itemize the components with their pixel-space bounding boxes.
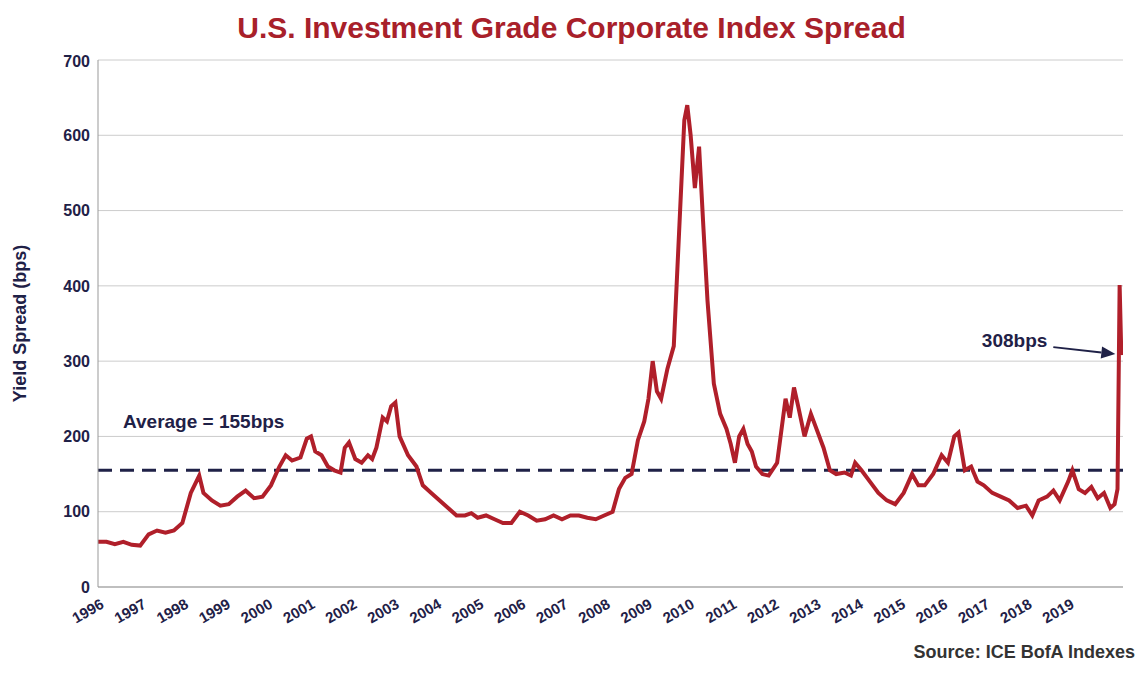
svg-text:100: 100 [63,503,90,520]
svg-text:2010: 2010 [660,595,697,626]
svg-text:2011: 2011 [703,595,740,626]
svg-text:600: 600 [63,127,90,144]
svg-text:2005: 2005 [449,595,486,626]
html-text:Source: ICE BofA Indexes: Source: ICE BofA Indexes [913,642,1135,662]
svg-text:2015: 2015 [871,595,908,626]
svg-text:700: 700 [63,53,90,70]
svg-text:2004: 2004 [407,595,445,627]
svg-text:1996: 1996 [69,595,106,626]
svg-text:500: 500 [63,202,90,219]
svg-text:2001: 2001 [280,595,317,626]
svg-text:1999: 1999 [196,595,233,626]
svg-text:2016: 2016 [913,595,950,626]
svg-text:Yield Spread (bps): Yield Spread (bps) [10,245,30,402]
svg-text:200: 200 [63,428,90,445]
svg-text:300: 300 [63,353,90,370]
svg-text:2018: 2018 [997,595,1034,626]
svg-text:1997: 1997 [111,595,148,626]
svg-text:2006: 2006 [491,595,528,626]
svg-text:2019: 2019 [1039,595,1076,626]
svg-text:2008: 2008 [575,595,612,626]
svg-text:2009: 2009 [617,595,654,626]
svg-text:2002: 2002 [322,595,359,626]
svg-text:400: 400 [63,278,90,295]
svg-text:2000: 2000 [238,595,275,626]
svg-text:308bps: 308bps [982,330,1047,351]
svg-text:2017: 2017 [955,595,992,626]
svg-text:0: 0 [81,579,90,596]
html-text:U.S. Investment Grade Corporat: U.S. Investment Grade Corporate Index Sp… [237,11,906,44]
svg-text:Average = 155bps: Average = 155bps [123,411,284,432]
svg-text:1998: 1998 [153,595,190,626]
svg-text:2007: 2007 [533,595,570,626]
svg-text:2003: 2003 [364,595,401,626]
svg-text:2013: 2013 [786,595,823,626]
svg-text:2014: 2014 [828,595,866,627]
svg-text:2012: 2012 [744,595,781,626]
